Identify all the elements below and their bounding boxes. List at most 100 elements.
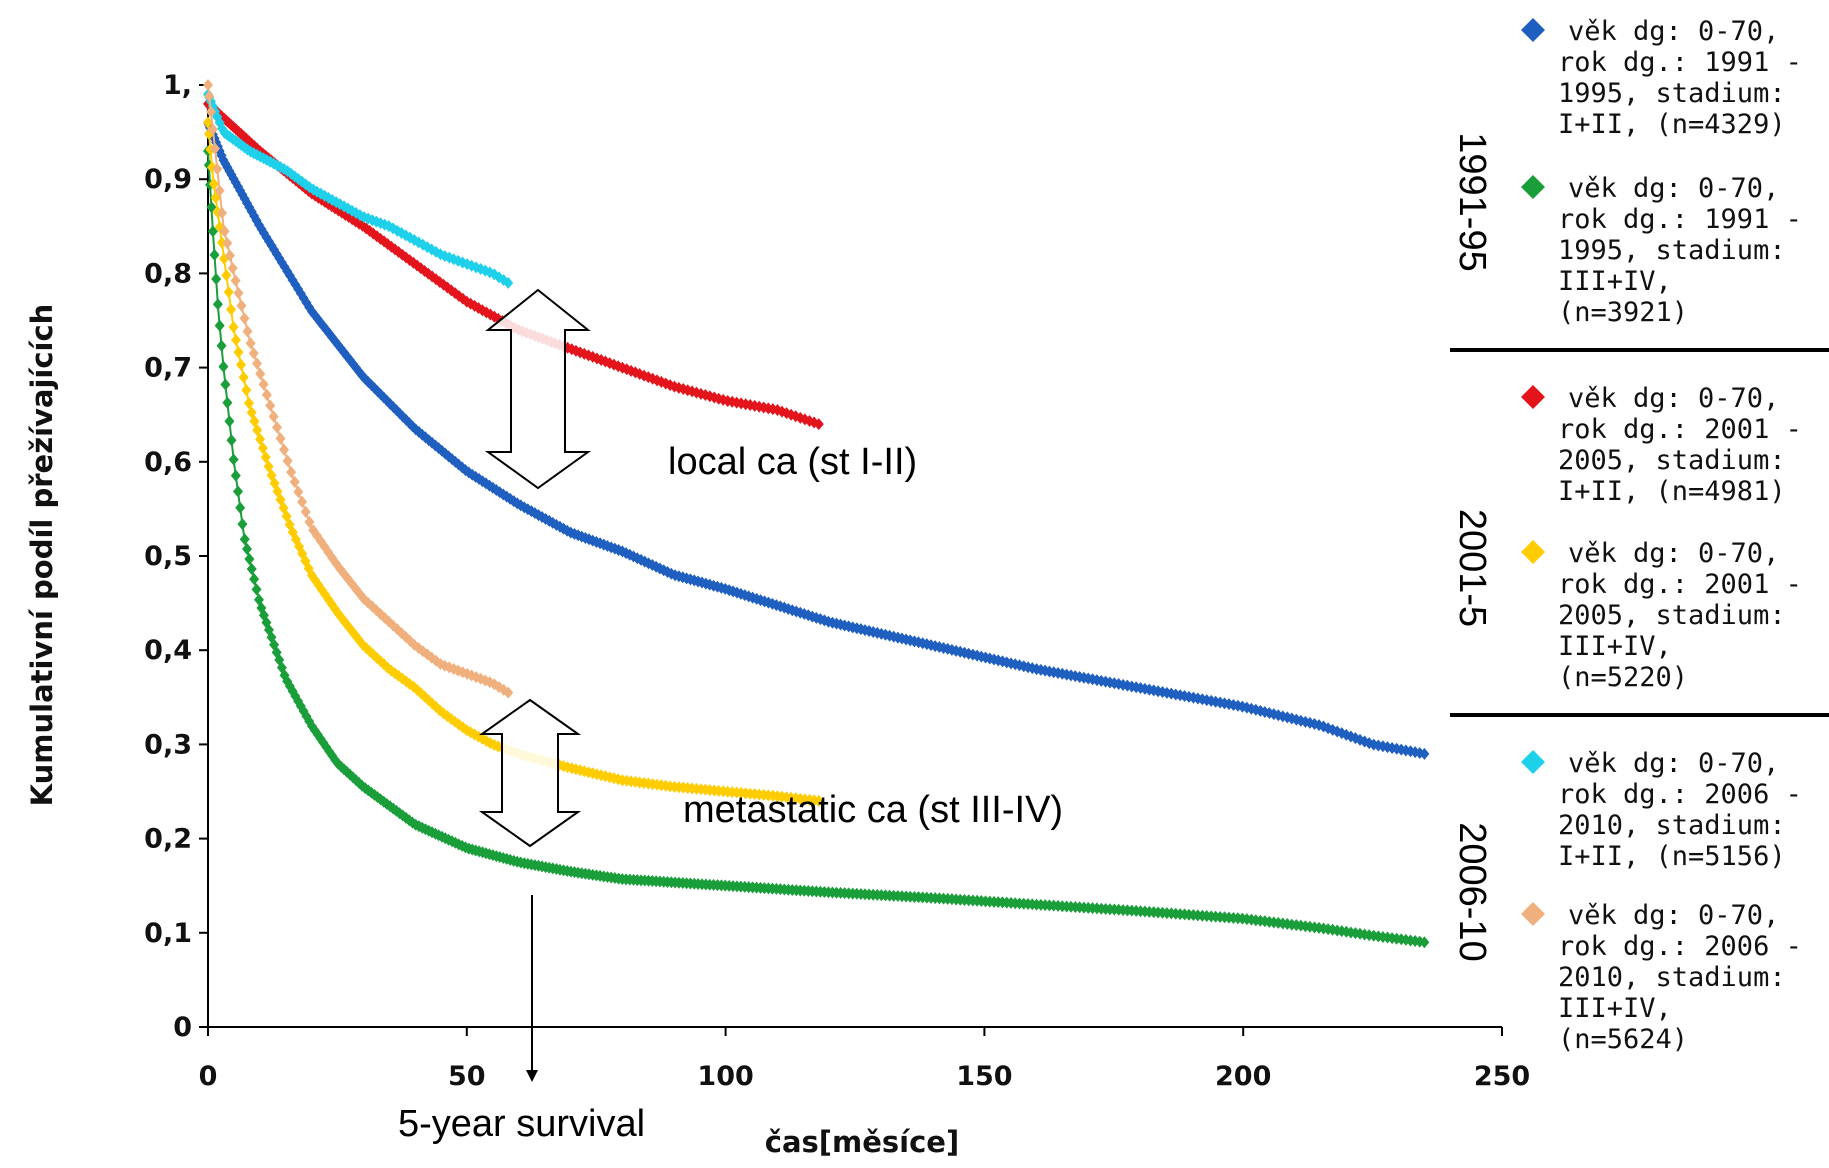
data-point — [252, 357, 263, 370]
x-tick-label: 250 — [1474, 1061, 1530, 1092]
legend-item-3: věk dg: 0-70,rok dg.: 2001 -2005, stadiu… — [1521, 538, 1802, 693]
data-point — [209, 142, 220, 155]
data-point — [218, 360, 229, 373]
data-point — [248, 347, 259, 360]
legend-text-line: (n=5624) — [1558, 1024, 1688, 1055]
data-point — [1419, 936, 1430, 949]
legend-item-0: věk dg: 0-70,rok dg.: 1991 -1995, stadiu… — [1521, 16, 1802, 140]
data-point — [246, 406, 257, 419]
legend-text-line: věk dg: 0-70, — [1568, 173, 1779, 204]
data-point — [239, 312, 250, 325]
legend-text-line: věk dg: 0-70, — [1568, 748, 1779, 779]
x-tick-label: 200 — [1215, 1061, 1271, 1092]
data-point — [278, 501, 289, 514]
y-tick-label: 0,9 — [144, 164, 192, 195]
legend-text-line: rok dg.: 2001 - — [1558, 414, 1802, 445]
y-tick-label: 0,8 — [144, 258, 192, 289]
data-point — [279, 443, 290, 456]
data-point — [268, 410, 279, 423]
legend-text-line: rok dg.: 2006 - — [1558, 931, 1802, 962]
legend-marker — [1521, 18, 1545, 42]
series-5 — [203, 79, 514, 699]
data-point — [265, 399, 276, 412]
series-line — [207, 94, 509, 284]
data-point — [813, 418, 824, 431]
data-point — [300, 505, 311, 518]
x-tick-label: 150 — [956, 1061, 1012, 1092]
period-label-2006-10: 2006-10 — [1451, 822, 1493, 961]
data-point — [220, 378, 231, 391]
legend-item-5: věk dg: 0-70,rok dg.: 2006 -2010, stadiu… — [1521, 900, 1802, 1055]
data-point — [246, 205, 257, 218]
data-point — [272, 421, 283, 434]
data-point — [813, 794, 824, 807]
five-year-survival-label: 5-year survival — [398, 1103, 645, 1145]
data-point — [252, 424, 263, 437]
data-point — [224, 249, 235, 262]
x-axis-title: čas[měsíce] — [765, 1125, 959, 1159]
legend-text-line: I+II, (n=4981) — [1558, 476, 1786, 507]
data-point — [237, 518, 248, 531]
data-point — [255, 367, 266, 380]
legend-item-1: věk dg: 0-70,rok dg.: 1991 -1995, stadiu… — [1521, 173, 1802, 328]
data-point — [241, 384, 252, 397]
legend-text-line: (n=3921) — [1558, 297, 1688, 328]
data-point — [235, 501, 246, 514]
data-point — [212, 163, 223, 176]
data-point — [221, 269, 232, 282]
data-point — [243, 397, 254, 410]
local-ca-label: local ca (st I-II) — [668, 441, 917, 483]
legend-text-line: I+II, (n=4329) — [1558, 109, 1786, 140]
legend-text-line: 1995, stadium: — [1558, 235, 1786, 266]
y-tick-label: 0,2 — [144, 824, 192, 855]
y-axis-title: Kumulativní podíl přežívajících — [25, 304, 59, 807]
data-point — [217, 207, 228, 220]
data-point — [239, 533, 250, 546]
data-point — [281, 510, 292, 523]
data-point — [205, 105, 216, 118]
data-point — [260, 451, 271, 464]
x-tick-label: 0 — [199, 1061, 218, 1092]
data-point — [233, 346, 244, 359]
data-point — [263, 460, 274, 473]
data-point — [230, 469, 241, 482]
x-tick-label: 50 — [448, 1061, 486, 1092]
local-ca-arrow — [484, 288, 592, 490]
data-point — [297, 495, 308, 508]
legend-text-line: 2005, stadium: — [1558, 445, 1786, 476]
data-point — [289, 475, 300, 488]
data-point — [435, 248, 446, 261]
legend-text-line: III+IV, — [1558, 993, 1672, 1024]
data-point — [246, 562, 257, 575]
data-point — [286, 466, 297, 479]
y-tick-label: 0,1 — [144, 918, 192, 949]
series-0 — [203, 116, 1430, 760]
data-point — [203, 79, 213, 91]
legend-item-2: věk dg: 0-70,rok dg.: 2001 -2005, stadiu… — [1521, 383, 1802, 507]
legend-text-line: věk dg: 0-70, — [1568, 383, 1779, 414]
data-point — [222, 237, 233, 250]
data-point — [219, 225, 230, 238]
data-point — [214, 319, 225, 332]
legend-text-line: rok dg.: 1991 - — [1558, 204, 1802, 235]
y-tick-label: 0,4 — [144, 635, 192, 666]
data-point — [207, 225, 218, 238]
data-point — [216, 339, 227, 352]
y-ticks: 0 0,1 0,2 0,3 0,4 0,5 0,6 0,7 0,8 0,9 1, — [144, 70, 208, 1043]
legend-text-line: I+II, (n=5156) — [1558, 841, 1786, 872]
metastatic-ca-label: metastatic ca (st III-IV) — [683, 789, 1063, 831]
data-point — [242, 543, 253, 556]
series-1 — [203, 144, 1430, 949]
y-tick-label: 0,7 — [144, 353, 192, 384]
legend-marker — [1521, 540, 1545, 564]
legend-text-line: 2005, stadium: — [1558, 600, 1786, 631]
legend-text-line: III+IV, — [1558, 266, 1672, 297]
legend-text-line: 2010, stadium: — [1558, 810, 1786, 841]
data-point — [228, 321, 239, 334]
series-line — [207, 122, 1425, 755]
legend-marker — [1521, 175, 1545, 199]
legend: věk dg: 0-70,rok dg.: 1991 -1995, stadiu… — [1521, 16, 1802, 1055]
data-point — [232, 485, 243, 498]
data-point — [206, 201, 217, 214]
legend-text-line: věk dg: 0-70, — [1568, 900, 1779, 931]
